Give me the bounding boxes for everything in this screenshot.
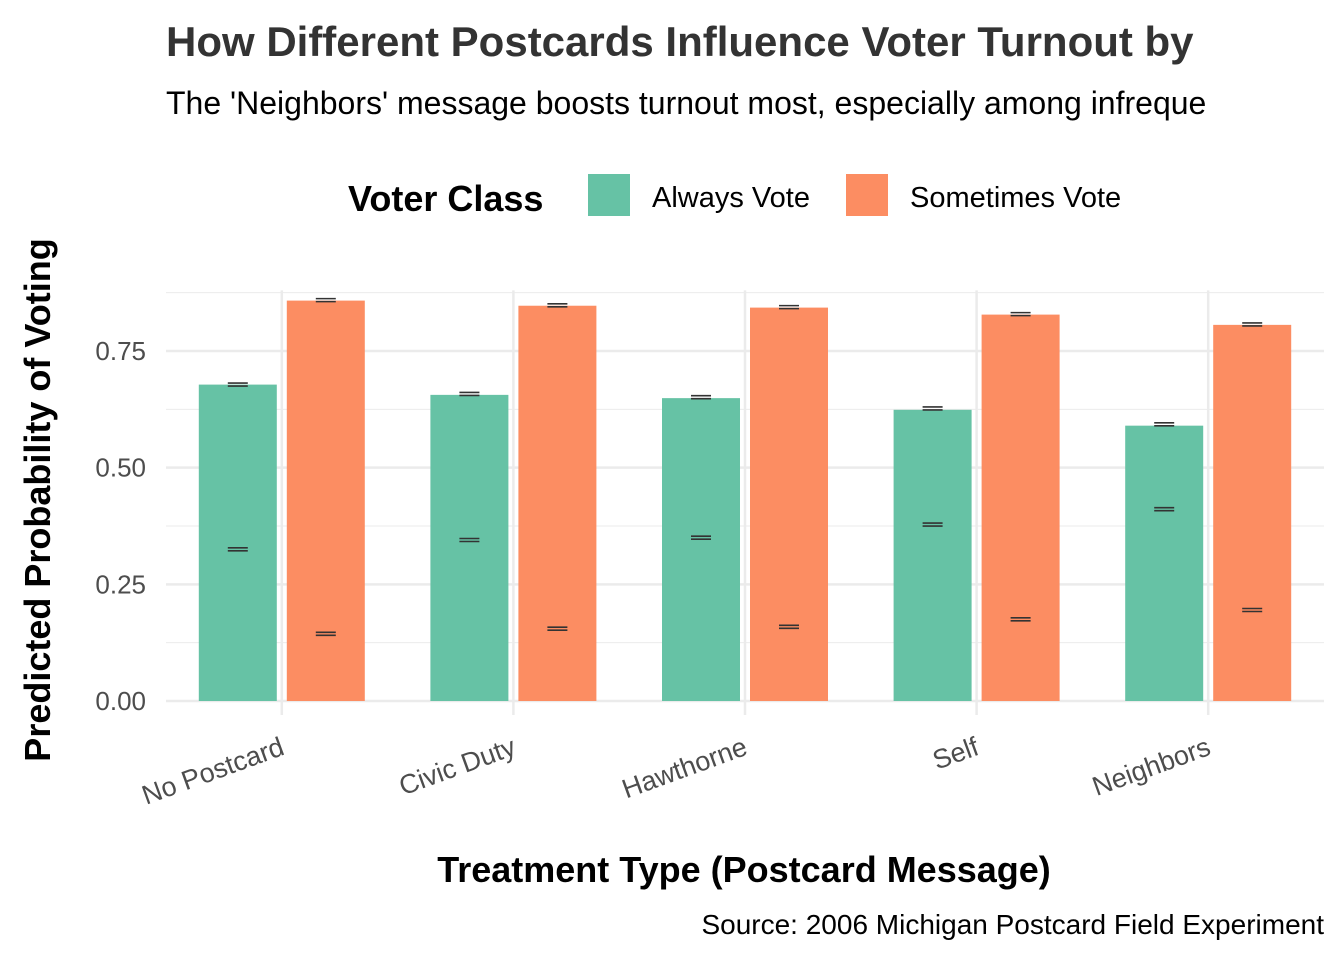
y-tick-label: 0.00: [95, 686, 146, 716]
y-tick-label: 0.50: [95, 453, 146, 483]
chart-title: How Different Postcards Influence Voter …: [166, 18, 1194, 65]
bar-sometimes-vote: [286, 300, 365, 701]
bar-sometimes-vote: [750, 307, 828, 701]
bars: [198, 300, 1292, 701]
caption: Source: 2006 Michigan Postcard Field Exp…: [701, 909, 1324, 940]
x-axis-ticks: No Postcard Civic Duty Hawthorne Self Neighb…: [138, 731, 1214, 810]
x-tick-label: Neighbors: [1088, 731, 1214, 801]
legend-swatch-sometimes-vote: [846, 174, 888, 216]
y-axis-title: Predicted Probability of Voting: [17, 238, 58, 761]
x-tick-label: Hawthorne: [618, 731, 751, 804]
legend-label-always-vote: Always Vote: [652, 182, 810, 214]
bar-always-vote: [893, 409, 972, 701]
y-axis-ticks: 0.00 0.25 0.50 0.75: [95, 336, 146, 716]
x-axis-title: Treatment Type (Postcard Message): [437, 849, 1051, 890]
x-tick-label: Self: [929, 731, 983, 775]
error-bars: [227, 297, 1263, 637]
chart-subtitle: The 'Neighbors' message boosts turnout m…: [166, 85, 1206, 121]
bar-always-vote: [1125, 425, 1204, 701]
x-tick-label: No Postcard: [138, 731, 288, 810]
x-tick-label: Civic Duty: [395, 731, 520, 801]
bar-sometimes-vote: [1213, 324, 1292, 701]
bar-sometimes-vote: [981, 314, 1060, 701]
y-tick-label: 0.25: [95, 569, 146, 599]
bar-always-vote: [430, 394, 509, 701]
legend-swatch-always-vote: [588, 174, 630, 216]
legend-title: Voter Class: [348, 178, 543, 219]
bar-always-vote: [662, 398, 740, 701]
bar-always-vote: [198, 384, 277, 701]
legend-label-sometimes-vote: Sometimes Vote: [910, 182, 1121, 214]
bar-sometimes-vote: [518, 305, 597, 701]
y-tick-label: 0.75: [95, 336, 146, 366]
legend: Voter Class Always Vote Sometimes Vote: [348, 174, 1121, 219]
